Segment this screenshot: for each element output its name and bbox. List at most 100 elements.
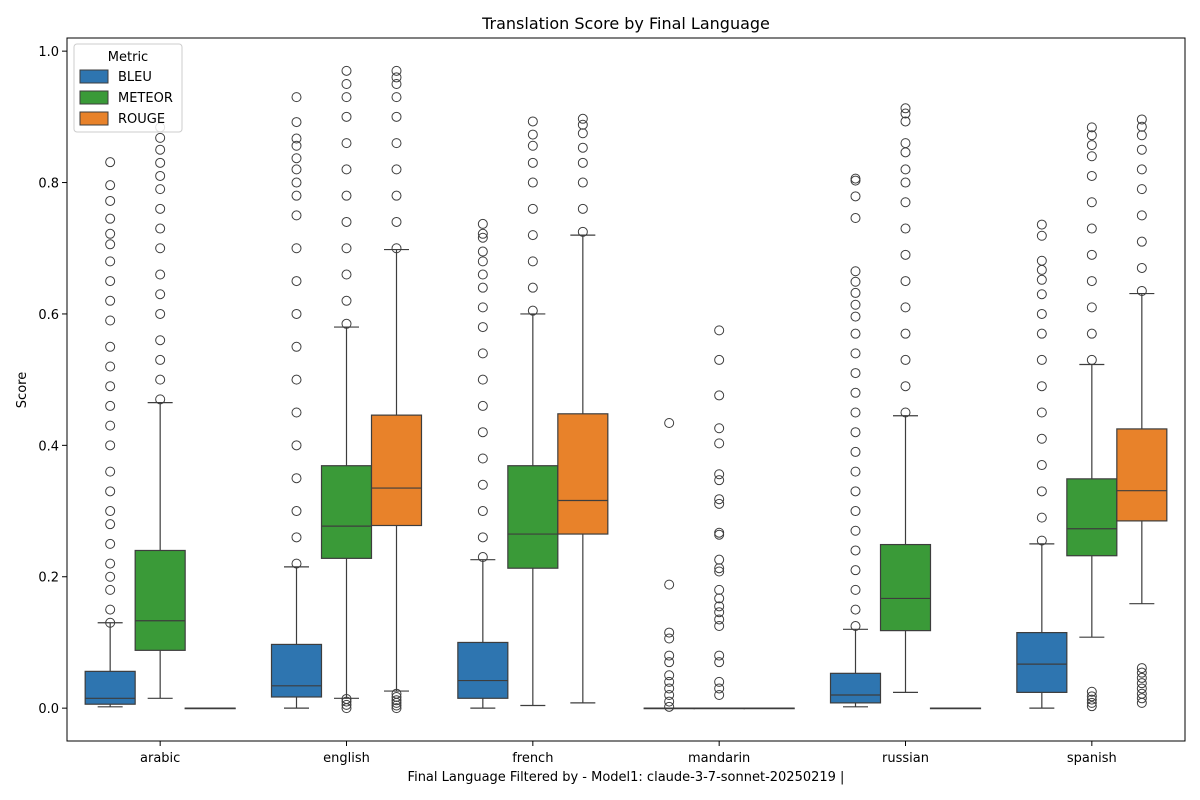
outlier-point: [850, 287, 861, 298]
outlier-point: [341, 699, 352, 710]
outlier-point: [1136, 678, 1147, 689]
iqr-box: [1116, 428, 1168, 522]
outlier-point: [900, 249, 911, 260]
outlier-point: [714, 527, 725, 538]
outlier-point: [1036, 433, 1047, 444]
outlier-point: [714, 676, 725, 687]
outlier-point: [391, 92, 402, 103]
outlier-point: [105, 558, 116, 569]
box-rouge-arabic: [184, 707, 236, 710]
outlier-point: [105, 584, 116, 595]
outlier-point: [291, 473, 302, 484]
box-meteor-english: [320, 65, 373, 714]
outlier-point: [850, 621, 861, 632]
outlier-point: [850, 604, 861, 615]
outlier-point: [477, 506, 488, 517]
outlier-point: [850, 584, 861, 595]
outlier-point: [477, 479, 488, 490]
outlier-point: [714, 657, 725, 668]
outlier-point: [1036, 308, 1047, 319]
outlier-point: [900, 147, 911, 158]
outlier-point: [341, 65, 352, 76]
outlier-point: [155, 144, 166, 155]
outlier-point: [1086, 328, 1097, 339]
outlier-point: [664, 650, 675, 661]
outlier-point: [714, 423, 725, 434]
outlier-point: [850, 276, 861, 287]
outlier-point: [105, 604, 116, 615]
outlier-point: [714, 621, 725, 632]
outlier-point: [1086, 354, 1097, 365]
outlier-point: [291, 133, 302, 144]
outlier-point: [900, 164, 911, 175]
plot-area: [84, 65, 1168, 714]
outlier-point: [850, 486, 861, 497]
outlier-point: [155, 132, 166, 143]
legend-swatch-meteor: [79, 90, 109, 105]
y-tick-label: 0.6: [38, 308, 59, 323]
outlier-point: [1086, 276, 1097, 287]
outlier-point: [105, 213, 116, 224]
outlier-point: [527, 129, 538, 140]
iqr-box: [879, 543, 932, 632]
outlier-point: [714, 614, 725, 625]
outlier-point: [341, 92, 352, 103]
outlier-point: [577, 142, 588, 153]
outlier-point: [527, 282, 538, 293]
outlier-point: [477, 552, 488, 563]
outlier-point: [105, 157, 116, 168]
outlier-point: [291, 506, 302, 517]
outlier-point: [850, 387, 861, 398]
outlier-point: [527, 203, 538, 214]
outlier-point: [391, 164, 402, 175]
y-axis-label: Score: [15, 372, 30, 408]
plot-frame: [66, 37, 1186, 742]
iqr-box: [507, 465, 559, 569]
outlier-point: [155, 184, 166, 195]
legend: Metric BLEU METEOR ROUGE: [73, 43, 183, 133]
outlier-point: [850, 299, 861, 310]
x-tick-label-russian: russian: [882, 751, 929, 766]
outlier-point: [391, 688, 402, 699]
iqr-box: [320, 465, 373, 559]
outlier-point: [105, 486, 116, 497]
outlier-point: [850, 427, 861, 438]
outlier-point: [1086, 140, 1097, 151]
outlier-point: [664, 418, 675, 429]
outlier-point: [577, 128, 588, 139]
outlier-point: [1086, 694, 1097, 705]
outlier-point: [391, 695, 402, 706]
iqr-box: [270, 643, 323, 698]
outlier-point: [1036, 486, 1047, 497]
outlier-point: [477, 400, 488, 411]
outlier-point: [900, 108, 911, 119]
outlier-point: [577, 226, 588, 237]
iqr-box: [829, 672, 882, 704]
outlier-point: [477, 232, 488, 243]
iqr-box: [370, 414, 423, 527]
outlier-point: [714, 690, 725, 701]
outlier-point: [664, 579, 675, 590]
outlier-point: [714, 554, 725, 565]
y-tick-label: 0.0: [38, 702, 59, 717]
outlier-point: [1136, 663, 1147, 674]
outlier-point: [105, 519, 116, 530]
outlier-point: [477, 453, 488, 464]
outlier-point: [291, 558, 302, 569]
outlier-point: [391, 65, 402, 76]
outlier-point: [527, 157, 538, 168]
outlier-point: [714, 469, 725, 480]
outlier-point: [1136, 672, 1147, 683]
outlier-point: [105, 538, 116, 549]
outlier-point: [714, 354, 725, 365]
y-tick-label: 1.0: [38, 45, 59, 60]
outlier-point: [527, 116, 538, 127]
outlier-point: [341, 318, 352, 329]
outlier-point: [291, 532, 302, 543]
outlier-point: [1036, 460, 1047, 471]
outlier-point: [850, 328, 861, 339]
outlier-point: [155, 157, 166, 168]
outlier-point: [291, 341, 302, 352]
iqr-box: [557, 413, 609, 535]
outlier-point: [850, 545, 861, 556]
